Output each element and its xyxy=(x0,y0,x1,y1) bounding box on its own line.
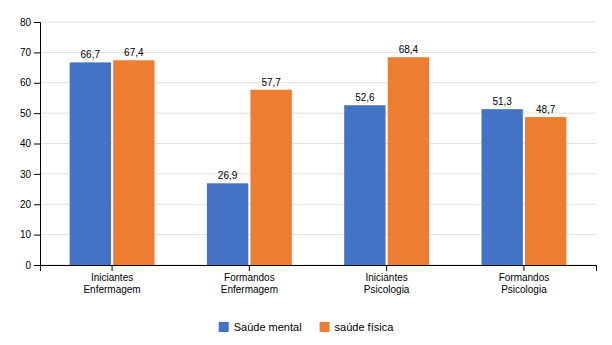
data-label: 68,4 xyxy=(399,44,419,55)
y-tick-label: 40 xyxy=(20,138,32,149)
y-tick-mark xyxy=(34,52,40,53)
y-tick-label: 80 xyxy=(20,17,32,28)
legend-item: saúde física xyxy=(320,321,395,333)
bars xyxy=(70,57,567,265)
data-label: 51,3 xyxy=(492,96,512,107)
grid xyxy=(40,22,596,265)
x-tick-label-line: Iniciantes xyxy=(91,272,133,283)
y-tick-mark xyxy=(34,144,40,145)
x-tick-label: FormandosEnfermagem xyxy=(221,272,278,295)
x-tick-label-line: Iniciantes xyxy=(366,272,408,283)
bar xyxy=(344,105,385,265)
data-label: 67,4 xyxy=(124,47,144,58)
legend-label: Saúde mental xyxy=(234,321,302,333)
legend-swatch xyxy=(219,322,229,332)
y-tick: 50 xyxy=(20,108,40,119)
legend-label: saúde física xyxy=(335,321,395,333)
y-tick: 40 xyxy=(20,138,40,149)
plot: 01020304050607080IniciantesEnfermagemFor… xyxy=(20,17,597,295)
y-tick: 60 xyxy=(20,77,40,88)
y-tick: 0 xyxy=(25,260,40,271)
y-tick-mark xyxy=(34,174,40,175)
y-tick-label: 50 xyxy=(20,108,32,119)
bar xyxy=(113,60,154,265)
grid-line xyxy=(40,22,596,23)
x-tick: FormandosEnfermagem xyxy=(221,265,278,295)
y-tick-label: 10 xyxy=(20,229,32,240)
x-tick: FormandosPsicologia xyxy=(499,265,550,295)
x-tick: IniciantesPsicologia xyxy=(364,265,410,295)
data-label: 66,7 xyxy=(81,49,101,60)
x-tick-label: FormandosPsicologia xyxy=(499,272,550,295)
x-tick-mark xyxy=(112,265,113,271)
bar xyxy=(250,90,291,265)
x-tick-mark xyxy=(386,265,387,271)
y-tick: 30 xyxy=(20,169,40,180)
data-label: 52,6 xyxy=(355,92,375,103)
x-tick-label-line: Psicologia xyxy=(501,284,547,295)
x-axis-line xyxy=(41,266,597,272)
y-tick: 80 xyxy=(20,17,40,28)
data-labels: 66,7 26,9 52,6 51,3 67,4 57,7 68,4 48,7 xyxy=(81,44,556,181)
bar xyxy=(207,183,248,265)
chart: 01020304050607080IniciantesEnfermagemFor… xyxy=(0,0,612,345)
y-tick-label: 60 xyxy=(20,77,32,88)
x-tick-mark xyxy=(249,265,250,271)
y-tick-label: 30 xyxy=(20,169,32,180)
x-tick-mark xyxy=(523,265,524,271)
data-label: 57,7 xyxy=(261,77,281,88)
x-tick-label-line: Formandos xyxy=(499,272,550,283)
legend: Saúde mental saúde física xyxy=(219,321,394,333)
y-tick: 10 xyxy=(20,229,40,240)
y-axis: 0 10 20 30 40 50 60 70 80 xyxy=(20,17,41,271)
legend-item: Saúde mental xyxy=(219,321,302,333)
bar xyxy=(525,117,566,265)
y-axis-line xyxy=(34,23,41,266)
bar xyxy=(70,62,111,265)
x-axis: IniciantesEnfermagemFormandosEnfermagemI… xyxy=(41,265,597,295)
y-tick-label: 0 xyxy=(25,260,31,271)
x-tick-label-line: Psicologia xyxy=(364,284,410,295)
bar xyxy=(481,109,522,265)
data-label: 48,7 xyxy=(536,104,556,115)
x-tick-label-line: Enfermagem xyxy=(83,284,140,295)
y-tick-label: 70 xyxy=(20,47,32,58)
y-tick-mark xyxy=(34,265,40,266)
y-tick-label: 20 xyxy=(20,199,32,210)
legend-swatch xyxy=(320,322,330,332)
data-label: 26,9 xyxy=(218,170,238,181)
x-tick-label: IniciantesEnfermagem xyxy=(83,272,140,295)
x-tick-label-line: Enfermagem xyxy=(221,284,278,295)
y-tick: 20 xyxy=(20,199,40,210)
y-tick-mark xyxy=(34,204,40,205)
x-tick-label-line: Formandos xyxy=(224,272,275,283)
x-tick-label: IniciantesPsicologia xyxy=(364,272,410,295)
y-tick-mark xyxy=(34,235,40,236)
bar-series xyxy=(113,57,566,265)
y-tick-mark xyxy=(34,22,40,23)
y-tick-mark xyxy=(34,83,40,84)
bar xyxy=(388,57,429,265)
y-tick: 70 xyxy=(20,47,40,58)
x-tick: IniciantesEnfermagem xyxy=(83,265,140,295)
y-tick-mark xyxy=(34,113,40,114)
